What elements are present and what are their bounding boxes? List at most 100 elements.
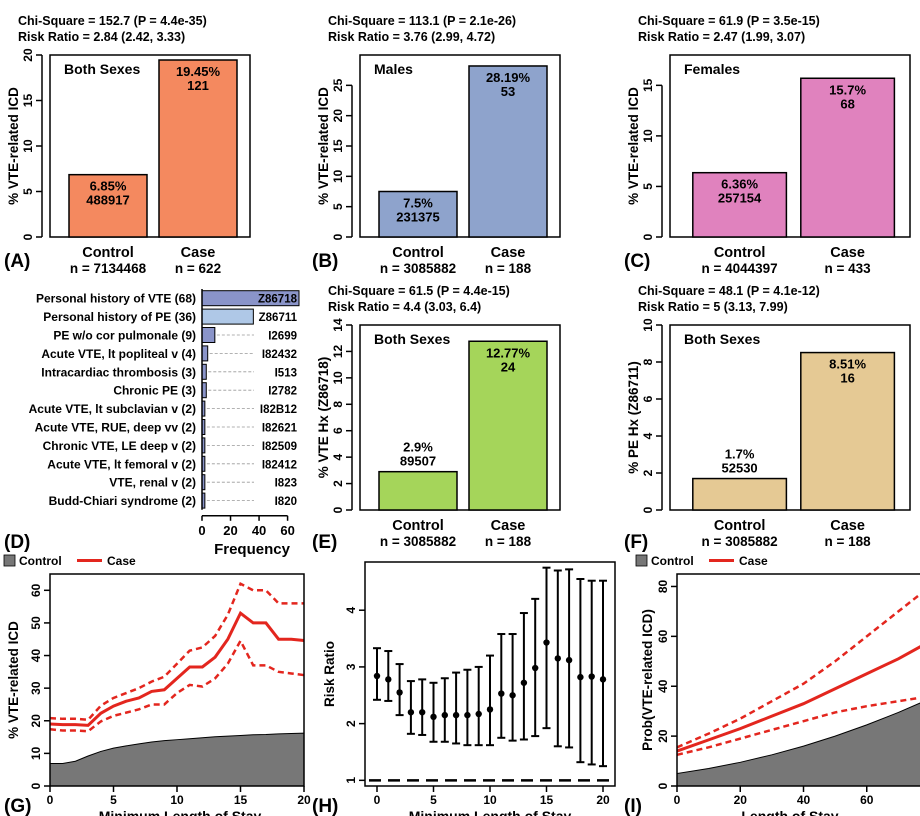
y-tick-label: 20	[29, 714, 43, 728]
x-tick-label: 20	[223, 523, 237, 538]
bar-panel-D: Personal history of VTE (68) Z86718 Person…	[29, 289, 300, 558]
x-category-label: Control	[714, 518, 766, 534]
y-tick-label: 5	[331, 203, 345, 210]
bar-control	[68, 173, 148, 238]
bar-case	[468, 340, 548, 511]
panel-label-E: (E)	[312, 532, 337, 553]
risk-ratio-point	[498, 690, 505, 697]
bar-count-label: 24	[501, 359, 516, 374]
bar-pct-label: 6.85%	[90, 179, 127, 194]
y-axis-label: % VTE Hx (Z86718)	[316, 357, 331, 479]
hbar-category-label: Budd-Chiari syndrome (2)	[49, 494, 196, 508]
risk-ratio-text: Risk Ratio = 2.84 (2.42, 3.33)	[18, 30, 185, 44]
hbar-code-label: I823	[275, 478, 297, 490]
x-n-label: n = 3085882	[380, 534, 456, 549]
risk-ratio-point	[509, 692, 516, 699]
x-axis-label: Minimum Length of Stay	[409, 808, 572, 816]
bar-pct-label: 15.7%	[829, 82, 866, 97]
y-tick-label: 14	[331, 318, 345, 332]
hbar-code-label: I2699	[268, 331, 297, 343]
hbar-category-label: Intracardiac thrombosis (3)	[41, 365, 196, 379]
bar-case	[800, 351, 896, 511]
panel-label-A: (A)	[4, 251, 30, 272]
legend-swatch-control	[3, 554, 16, 567]
inner-title: Both Sexes	[64, 61, 140, 77]
bar-panel-E: Chi-Square = 61.5 (P = 4.4e-15) Risk Rati…	[316, 284, 561, 549]
y-tick-label: 50	[29, 616, 43, 630]
x-tick-label: 10	[483, 793, 497, 807]
y-tick-label: 2	[641, 469, 655, 476]
risk-ratio-point	[407, 709, 415, 716]
y-tick-label: 30	[29, 681, 43, 695]
legend-label-case: Case	[739, 554, 768, 568]
hbar-code-label: I82432	[262, 349, 297, 361]
x-n-label: n = 3085882	[380, 261, 456, 276]
x-tick-label: 20	[734, 793, 748, 807]
x-tick-label: 0	[674, 793, 681, 807]
case-ci-upper	[676, 592, 920, 749]
y-tick-label: 6	[641, 395, 655, 402]
hbar-code-label: Z86711	[259, 312, 298, 324]
bar-control	[378, 190, 458, 238]
y-tick-label: 15	[21, 94, 35, 108]
case-ci-lower	[676, 696, 920, 757]
bar-panel-B: Chi-Square = 113.1 (P = 2.1e-26) Risk Rat…	[316, 14, 561, 276]
hbar-category-label: Acute VTE, lt femoral v (2)	[47, 457, 196, 471]
risk-ratio-text: Risk Ratio = 3.76 (2.99, 4.72)	[328, 30, 495, 44]
hbar-code-label: I82412	[262, 459, 297, 471]
panel-label-H: (H)	[312, 796, 338, 816]
y-tick-label: 12	[331, 344, 345, 358]
hbar	[201, 345, 209, 362]
y-tick-label: 15	[641, 78, 655, 92]
bar-panel-C: Chi-Square = 61.9 (P = 3.5e-15) Risk Rati…	[626, 14, 911, 276]
risk-ratio-point	[452, 711, 460, 719]
hbar-code-label: I82621	[262, 423, 298, 435]
y-tick-label: 8	[641, 358, 655, 365]
y-axis-label: % VTE-related ICD	[316, 87, 331, 205]
panel-label-G: (G)	[4, 796, 31, 816]
y-tick-label: 40	[29, 649, 43, 663]
hbar-code-label: I2782	[268, 386, 297, 398]
risk-ratio-point	[588, 673, 595, 680]
bar-case	[800, 77, 896, 238]
y-tick-label: 0	[656, 782, 670, 789]
y-tick-label: 5	[641, 183, 655, 190]
y-axis-label: % VTE-related ICD	[6, 87, 21, 205]
risk-ratio-point	[486, 706, 494, 713]
x-tick-label: 0	[198, 523, 205, 538]
x-tick-label: 0	[47, 793, 54, 807]
y-tick-label: 60	[29, 583, 43, 597]
bar-count-label: 121	[187, 78, 209, 93]
x-category-label: Case	[491, 245, 526, 261]
hbar-code-label: I820	[275, 496, 297, 508]
y-axis-label: % PE Hx (Z86711)	[626, 361, 641, 474]
y-tick-label: 4	[641, 432, 655, 439]
y-tick-label: 15	[331, 139, 345, 153]
y-axis-label: Risk Ratio	[322, 641, 337, 707]
risk-ratio-point	[475, 710, 482, 718]
bar-count-label: 52530	[722, 461, 758, 476]
bar-pct-label: 1.7%	[725, 447, 755, 462]
bar-case	[468, 65, 548, 238]
x-tick-label: 10	[170, 793, 184, 807]
x-category-label: Case	[830, 518, 865, 534]
bar-pct-label: 6.36%	[721, 177, 758, 192]
y-tick-label: 10	[21, 139, 35, 153]
x-n-label: n = 188	[485, 261, 532, 276]
x-axis-label: Minimum Length of Stay	[99, 808, 262, 816]
legend-G: Control Case	[3, 554, 136, 568]
area-panel-I: 020406080020406080Prob(VTE-related ICD)L…	[640, 573, 920, 816]
x-axis-label: Frequency	[214, 541, 291, 558]
control-area	[49, 732, 305, 787]
x-tick-label: 20	[596, 793, 610, 807]
x-tick-label: 5	[110, 793, 117, 807]
hbar	[201, 327, 216, 343]
bar-pct-label: 2.9%	[403, 440, 433, 455]
hbar-category-label: Personal history of PE (36)	[43, 310, 196, 324]
panel-label-F: (F)	[624, 532, 648, 553]
plot-frame	[49, 54, 251, 238]
x-category-label: Case	[181, 245, 216, 261]
hbar-code-label: I82B12	[260, 404, 297, 416]
y-tick-label: 40	[656, 679, 670, 693]
case-line	[49, 610, 305, 727]
